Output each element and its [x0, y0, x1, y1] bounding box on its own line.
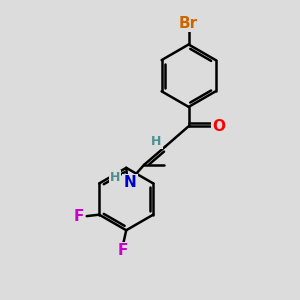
Text: N: N — [124, 175, 136, 190]
Text: Br: Br — [179, 16, 198, 31]
Text: H: H — [152, 135, 162, 148]
Text: F: F — [73, 208, 84, 224]
Text: H: H — [110, 171, 120, 184]
Text: O: O — [212, 119, 226, 134]
Text: F: F — [118, 243, 128, 258]
